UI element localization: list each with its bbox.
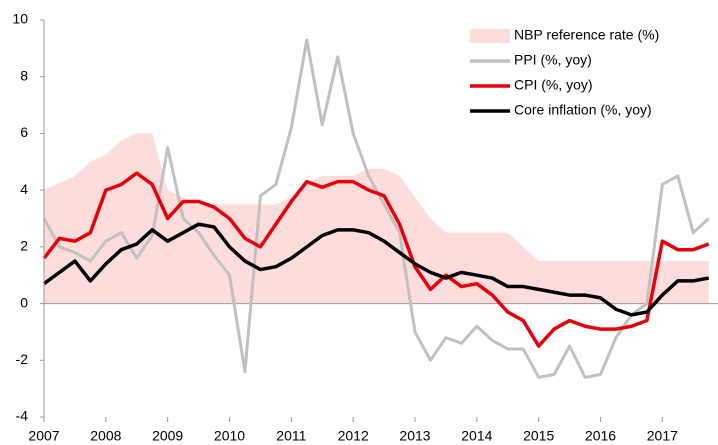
line (42, 171, 710, 348)
area (44, 133, 709, 304)
legend-label: NBP reference rate (%) (514, 27, 659, 43)
y-tick-label: 2 (20, 238, 28, 254)
x-tick-label: 2012 (338, 428, 369, 444)
legend-swatch (470, 29, 510, 43)
x-tick-label: 2009 (152, 428, 183, 444)
y-tick-label: 4 (20, 181, 28, 197)
legend-label: CPI (%, yoy) (514, 77, 593, 93)
line (42, 38, 710, 379)
x-tick-label: 2010 (214, 428, 245, 444)
legend-label: PPI (%, yoy) (514, 52, 592, 68)
x-tick-label: 2008 (90, 428, 121, 444)
y-tick-label: 0 (20, 294, 28, 310)
x-tick-label: 2014 (461, 428, 492, 444)
x-tick-label: 2017 (647, 428, 678, 444)
y-tick-label: -4 (16, 408, 29, 424)
y-tick-label: 8 (20, 67, 28, 83)
x-tick-label: 2011 (276, 428, 306, 444)
legend-label: Core inflation (%, yoy) (514, 102, 652, 118)
line (42, 222, 710, 317)
y-tick-label: -2 (16, 351, 29, 367)
y-tick-label: 6 (20, 124, 28, 140)
x-tick-label: 2016 (585, 428, 616, 444)
x-tick-label: 2007 (28, 428, 59, 444)
x-tick-label: 2015 (523, 428, 554, 444)
y-tick-label: 10 (12, 11, 28, 27)
x-tick-label: 2013 (399, 428, 430, 444)
